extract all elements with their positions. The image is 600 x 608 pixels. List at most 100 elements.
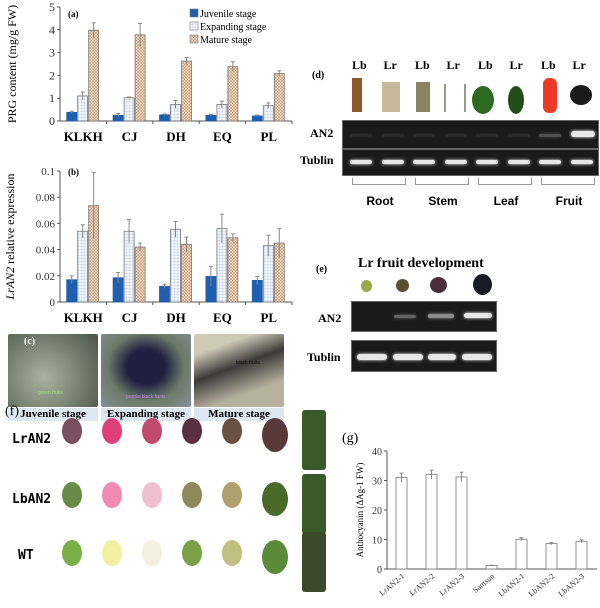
group-bracket [352, 178, 406, 185]
an2-band [350, 134, 372, 137]
tissue-image [262, 482, 288, 516]
y-tick-label: 4 [49, 23, 55, 37]
x-tick-label: EQ [213, 310, 232, 325]
x-tick-label: PL [260, 129, 277, 144]
tublin-band [413, 160, 435, 164]
tissue-image [142, 540, 162, 566]
group-bracket [541, 178, 595, 185]
y-tick-label: 0 [377, 565, 382, 576]
y-axis-label: Anthocyanin (ΔAg-1 FW) [355, 463, 365, 558]
panel-f: (f) LrAN2 LbAN2 WT [0, 400, 326, 608]
bar [159, 114, 170, 122]
juvenile-photo: green fruits [8, 334, 98, 407]
bar [515, 538, 528, 570]
y-tick-label: 20 [372, 506, 382, 517]
x-tick-label: LrAN2-3 [438, 572, 467, 598]
bar [227, 66, 239, 122]
bar [181, 60, 192, 122]
tublin-band [381, 160, 404, 164]
x-tick-label: DH [166, 129, 186, 144]
tublin-band [539, 160, 561, 164]
an2-band [381, 134, 404, 137]
tissue-image [262, 418, 288, 452]
legend-label: Mature stage [200, 35, 252, 46]
bar [455, 476, 468, 570]
an2-band [476, 134, 498, 137]
y-tick-label: 1 [49, 91, 55, 105]
x-tick-label: DH [166, 310, 186, 325]
group-label-leaf: Leaf [493, 194, 519, 208]
mature-photo: black fruits [194, 334, 284, 407]
bar [77, 230, 89, 303]
legend-label: Juvenile stage [200, 9, 257, 20]
x-tick-label: LrAN2-2 [408, 572, 437, 598]
lane-label-lb: Lb [415, 58, 430, 72]
tublin-gel [342, 149, 599, 176]
e-an2-gel [351, 301, 497, 332]
annotation-purple-black-fruits: purple-black fruits [126, 394, 166, 400]
panel-label: (g) [342, 431, 359, 446]
x-tick-label: LbAN2-2 [527, 572, 557, 599]
caption-expanding: Expanding stage [101, 408, 191, 421]
panel-label: (b) [68, 167, 79, 177]
plant-image [302, 410, 326, 470]
panel-d: (d) Lb Lr Lb Lr Lb Lr Lb Lr AN2 Tublin Root Stem… [300, 50, 600, 220]
lr-leaf-image [508, 86, 524, 114]
bar [575, 540, 588, 570]
tissue-image [222, 418, 242, 444]
y-tick-label: 10 [372, 536, 382, 547]
d-row-tublin: Tublin [300, 153, 334, 167]
tublin-band [444, 160, 467, 164]
tublin-band [350, 160, 372, 164]
bar [88, 29, 100, 122]
bar [395, 477, 408, 570]
plant-image [302, 532, 326, 592]
y-tick-label: 40 [372, 447, 382, 458]
plant-image [302, 474, 326, 534]
an2-band [413, 134, 435, 137]
lane-label-lr: Lr [509, 58, 523, 72]
panel-e-label: (e) [316, 264, 328, 275]
tissue-image [182, 482, 202, 508]
x-tick-label: EQ [213, 129, 232, 144]
bar [159, 285, 170, 303]
bar [66, 111, 78, 122]
group-bracket [415, 178, 469, 185]
annotation-green-fruits: green fruits [38, 390, 64, 396]
row-lban2: LbAN2 [12, 492, 52, 507]
y-tick-label: 3 [49, 46, 55, 60]
lb-fruit-image [543, 78, 557, 113]
an2-band [444, 134, 467, 137]
x-tick-label: CJ [122, 310, 138, 325]
y-axis-label: PRG content (mg/g FW) [5, 5, 19, 123]
y-tick-label: 0 [49, 114, 55, 128]
group-label-root: Root [366, 194, 394, 208]
tissue-image [222, 482, 242, 508]
tissue-image [102, 540, 122, 566]
lr-root-image [382, 82, 400, 112]
panel-label: (a) [68, 9, 79, 19]
group-label-stem: Stem [428, 194, 458, 208]
tissue-image [62, 482, 82, 508]
tissue-image [182, 540, 202, 566]
an2-band [539, 134, 561, 137]
tissue-image [62, 540, 82, 566]
e-tublin-gel [351, 340, 497, 372]
tissue-image [62, 418, 82, 444]
lb-leaf-image [472, 86, 494, 114]
bar [545, 543, 558, 570]
row-wt: WT [18, 548, 34, 563]
caption-juvenile: Juvenile stage [8, 408, 98, 421]
bar [134, 246, 146, 303]
panel-e: (e) Lr fruit development AN2 Tublin [300, 250, 540, 380]
y-tick-label: 5 [49, 0, 55, 14]
y-tick-label: 2 [49, 68, 55, 82]
chart-a: 0 1 2 3 4 5 KLKH CJ DH EQ PL PRG content (mg/g FW) (… [5, 0, 293, 144]
an2-band [507, 134, 530, 137]
y-tick-label: 0.04 [36, 245, 56, 257]
x-tick-label: KLKH [64, 129, 103, 144]
x-tick-label: LbAN2-1 [497, 572, 527, 599]
lane-label-lb: Lb [478, 58, 493, 72]
